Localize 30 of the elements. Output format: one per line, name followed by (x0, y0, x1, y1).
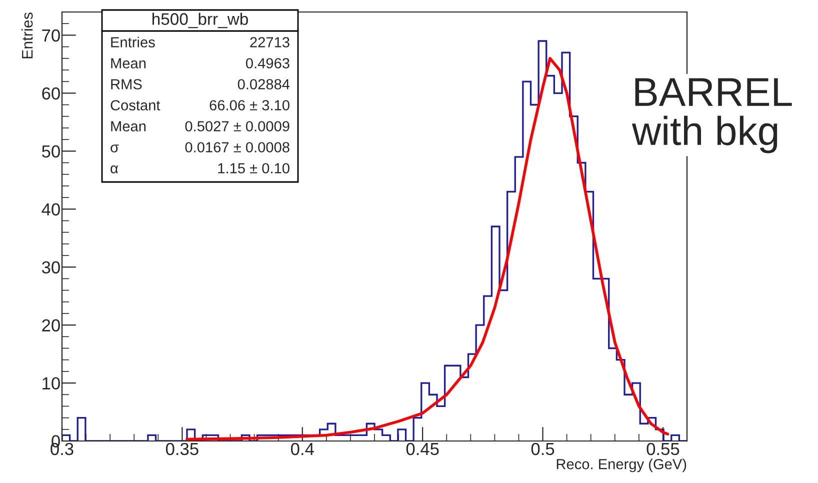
annotation: 22713 (250, 37, 290, 48)
annotation: σ (110, 144, 119, 152)
y-tick-label: 30 (42, 261, 60, 274)
annotation: Mean (111, 58, 146, 68)
annotation: 1.15 ± 0.10 (218, 163, 290, 174)
x-tick-label: 0.35 (166, 442, 198, 456)
y-axis-title: Entries (22, 12, 33, 58)
annotation: 0.4963 (246, 58, 290, 68)
annotation: Costant (110, 100, 160, 110)
annotation: 0.0167 ± 0.0008 (185, 142, 290, 152)
annotation: Mean (111, 121, 146, 132)
x-axis-title: Reco. Energy (GeV) (556, 458, 686, 472)
y-tick-label: 60 (42, 87, 60, 100)
x-tick-label: 0.4 (290, 442, 314, 456)
y-tick-label: 40 (42, 203, 60, 216)
x-tick-label: 0.5 (531, 442, 554, 456)
annotation: BARREL with bkg (632, 78, 792, 154)
annotation: Entries (111, 36, 155, 48)
y-tick-label: 10 (42, 377, 60, 390)
annotation: 0.02884 (238, 79, 290, 90)
annotation: 0.5027 ± 0.0009 (185, 121, 290, 132)
annotation: α (110, 165, 118, 174)
chart-title: h500_brr_wb (152, 12, 248, 28)
annotation: RMS (111, 79, 142, 90)
y-tick-label: 20 (42, 319, 60, 332)
y-tick-label: 50 (42, 145, 60, 158)
annotation: 66.06 ± 3.10 (210, 100, 290, 110)
x-tick-label: 0.55 (646, 442, 680, 456)
y-tick-label: 70 (42, 29, 60, 42)
x-tick-label: 0.45 (406, 442, 439, 456)
